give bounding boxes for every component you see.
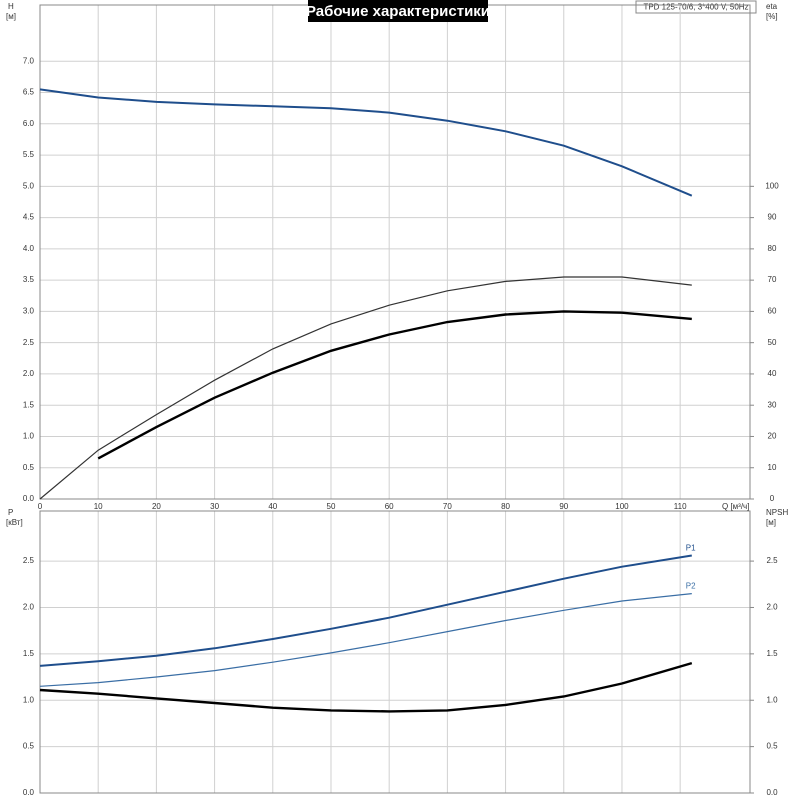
y2-tick-label: 0.0 — [766, 788, 778, 797]
model-box — [635, 0, 757, 14]
y2-tick-label: 0.5 — [766, 742, 778, 751]
x-tick-label: 0 — [38, 502, 43, 511]
y-tick-label: 0.0 — [23, 494, 35, 503]
y-tick-label: 0.5 — [23, 742, 35, 751]
series-line — [39, 593, 692, 687]
y-tick-label: 5.0 — [23, 181, 35, 190]
plot-frame — [39, 510, 751, 794]
y-tick-label: 3.0 — [23, 307, 35, 316]
plot-frame — [39, 4, 751, 500]
series-line — [97, 310, 692, 460]
x-tick-label: 50 — [327, 502, 336, 511]
series-line — [39, 276, 692, 500]
y2-tick-label: 30 — [768, 400, 777, 409]
y-tick-label: 0.5 — [23, 463, 35, 472]
y-axis-unit: [м] — [6, 12, 16, 21]
y-tick-label: 2.0 — [23, 369, 35, 378]
y2-tick-label: 1.5 — [766, 649, 778, 658]
y-tick-label: 1.5 — [23, 649, 35, 658]
x-tick-label: 90 — [559, 502, 568, 511]
y-tick-label: 2.0 — [23, 603, 35, 612]
y-tick-label: 1.0 — [23, 695, 35, 704]
series-label: P2 — [686, 582, 696, 591]
y-axis-unit: [кВт] — [6, 518, 23, 527]
y2-tick-label: 100 — [765, 181, 779, 190]
y2-axis-label: NPSH — [766, 508, 788, 517]
title-box — [308, 0, 488, 22]
series-line — [39, 661, 693, 713]
y-tick-label: 4.5 — [23, 213, 35, 222]
y2-tick-label: 80 — [768, 244, 777, 253]
x-tick-label: 10 — [94, 502, 103, 511]
x-tick-label: 60 — [385, 502, 394, 511]
series-line — [39, 88, 693, 197]
x-axis-label: Q [м³/ч] — [722, 502, 749, 511]
y2-tick-label: 0 — [770, 494, 775, 503]
x-tick-label: 30 — [210, 502, 219, 511]
y-tick-label: 3.5 — [23, 275, 35, 284]
y2-tick-label: 70 — [768, 275, 777, 284]
y2-tick-label: 1.0 — [766, 695, 778, 704]
series-label: P1 — [686, 544, 696, 553]
y2-tick-label: 50 — [768, 338, 777, 347]
y-tick-label: 1.5 — [23, 400, 35, 409]
y2-tick-label: 90 — [768, 213, 777, 222]
y-tick-label: 4.0 — [23, 244, 35, 253]
y2-tick-label: 20 — [768, 432, 777, 441]
model-label: TPD 125-70/6, 3*400 V, 50Hz — [643, 3, 748, 12]
y2-tick-label: 40 — [768, 369, 777, 378]
y2-axis-label: eta — [766, 2, 778, 11]
y-tick-label: 6.5 — [23, 88, 35, 97]
y-axis-label: H — [8, 2, 14, 11]
y-axis-label: P — [8, 508, 13, 517]
y-tick-label: 1.0 — [23, 432, 35, 441]
y-tick-label: 2.5 — [23, 556, 35, 565]
y2-tick-label: 2.0 — [766, 603, 778, 612]
y2-axis-unit: [%] — [766, 12, 778, 21]
y2-tick-label: 10 — [768, 463, 777, 472]
series-line — [39, 554, 692, 667]
x-tick-label: 100 — [615, 502, 629, 511]
x-tick-label: 70 — [443, 502, 452, 511]
y-tick-label: 0.0 — [23, 788, 35, 797]
x-tick-label: 20 — [152, 502, 161, 511]
x-tick-label: 40 — [268, 502, 277, 511]
y-tick-label: 2.5 — [23, 338, 35, 347]
y2-axis-unit: [м] — [766, 518, 776, 527]
y2-tick-label: 2.5 — [766, 556, 778, 565]
x-tick-label: 80 — [501, 502, 510, 511]
y-tick-label: 5.5 — [23, 150, 35, 159]
y-tick-label: 7.0 — [23, 56, 35, 65]
y-tick-label: 6.0 — [23, 119, 35, 128]
x-tick-label: 110 — [674, 502, 687, 511]
y2-tick-label: 60 — [768, 307, 777, 316]
chart-title: Рабочие характеристики — [306, 3, 490, 20]
